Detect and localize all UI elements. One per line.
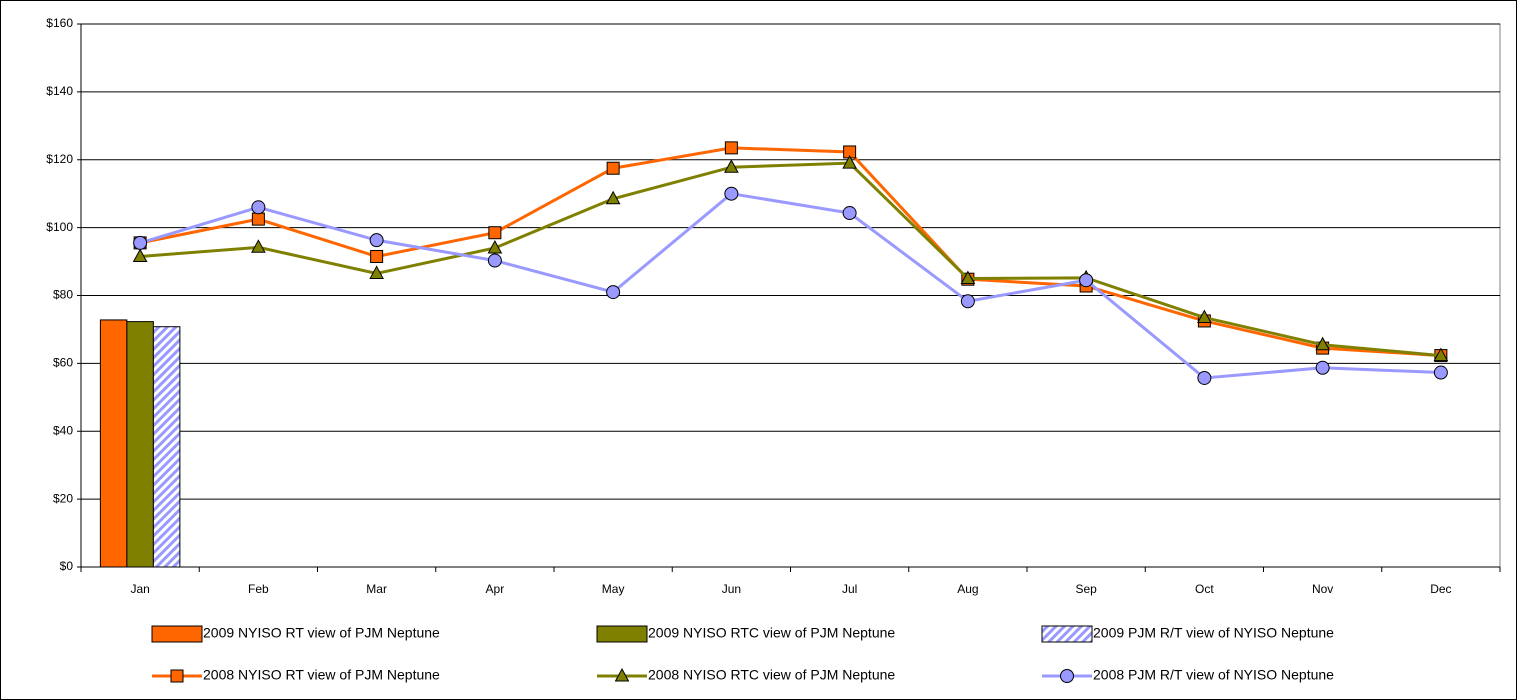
point (1197, 309, 1212, 324)
point (487, 253, 502, 268)
point (1433, 365, 1448, 380)
bar (99, 319, 128, 568)
x-tick-label: Aug (957, 582, 978, 596)
legend-marker (614, 667, 630, 682)
x-tick-label: Jun (722, 582, 741, 596)
y-tick-label: $0 (60, 559, 74, 573)
line (140, 161, 1442, 358)
point (488, 226, 502, 240)
bar (152, 326, 181, 568)
legend-label: 2008 NYISO RTC view of PJM Neptune (648, 667, 895, 683)
point (370, 249, 384, 263)
x-tick-label: May (602, 582, 625, 596)
legend-swatch (1041, 625, 1093, 643)
point (1315, 360, 1330, 375)
legend-swatch (151, 625, 203, 643)
point (487, 239, 503, 254)
point (842, 155, 857, 169)
point (842, 206, 857, 221)
y-tick-label: $80 (53, 288, 73, 302)
x-tick-label: Apr (486, 582, 505, 596)
point (960, 294, 975, 309)
x-tick-label: Jul (842, 582, 857, 596)
x-tick-label: Oct (1195, 582, 1214, 596)
point (369, 265, 384, 279)
legend-marker (170, 669, 184, 683)
point (960, 270, 976, 285)
point (251, 212, 265, 226)
point (132, 248, 148, 262)
x-tick-label: Dec (1430, 582, 1451, 596)
legend-label: 2009 NYISO RTC view of PJM Neptune (648, 625, 895, 641)
y-tick-label: $120 (46, 152, 73, 166)
y-tick-label: $160 (46, 16, 73, 30)
point (606, 285, 621, 300)
point (724, 141, 738, 155)
line (139, 192, 1441, 380)
x-tick-label: Nov (1312, 582, 1333, 596)
y-tick-label: $140 (46, 84, 73, 98)
point (369, 233, 384, 248)
point (1315, 336, 1330, 351)
y-tick-label: $100 (46, 220, 73, 234)
point (1433, 347, 1449, 362)
point (724, 186, 739, 201)
point (251, 239, 266, 253)
legend-marker (1060, 669, 1074, 683)
x-tick-label: Sep (1075, 582, 1097, 596)
point (251, 200, 266, 215)
point (1197, 370, 1212, 385)
point (724, 159, 739, 173)
bar (126, 321, 154, 568)
x-tick-label: Jan (130, 582, 149, 596)
legend-swatch (596, 625, 648, 643)
line (139, 146, 1441, 358)
point (1079, 273, 1094, 288)
y-tick-label: $60 (53, 356, 73, 370)
y-tick-label: $40 (53, 423, 73, 437)
legend-label: 2009 NYISO RT view of PJM Neptune (203, 625, 440, 641)
x-tick-label: Mar (366, 582, 387, 596)
point (133, 235, 148, 250)
x-tick-label: Feb (248, 582, 269, 596)
y-tick-label: $20 (53, 491, 73, 505)
legend-label: 2009 PJM R/T view of NYISO Neptune (1093, 625, 1334, 641)
legend-label: 2008 PJM R/T view of NYISO Neptune (1093, 667, 1334, 683)
point (605, 190, 621, 205)
point (606, 161, 620, 175)
legend-label: 2008 NYISO RT view of PJM Neptune (203, 667, 440, 683)
